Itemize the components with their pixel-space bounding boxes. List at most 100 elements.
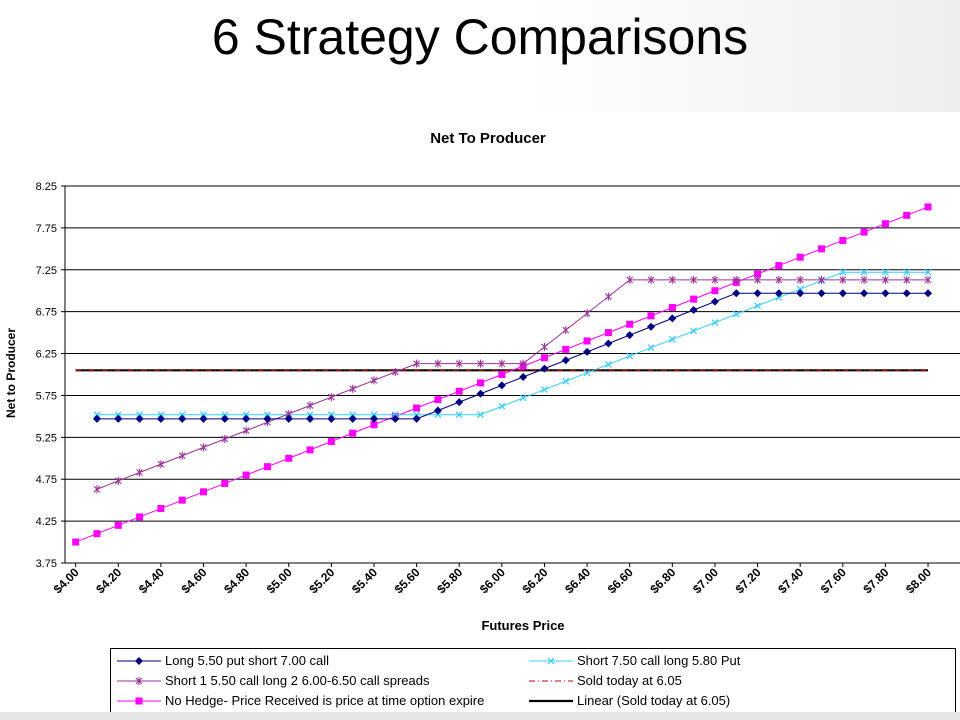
- data-point: [881, 268, 889, 276]
- data-point: [626, 320, 634, 328]
- data-point: [626, 275, 634, 284]
- data-point: [817, 245, 825, 253]
- marker-stroke: [754, 302, 761, 310]
- marker-stroke: [136, 411, 144, 419]
- data-point: [647, 312, 655, 320]
- data-point: [136, 411, 144, 419]
- data-point: [668, 335, 676, 343]
- data-point: [839, 268, 847, 276]
- marker-stroke: [114, 411, 122, 419]
- data-point: [881, 220, 889, 228]
- y-tick-label: 3.75: [36, 558, 57, 570]
- y-tick-label: 8.25: [36, 181, 57, 193]
- marker-stroke: [924, 268, 932, 276]
- data-point: [220, 414, 229, 423]
- data-point: [285, 454, 293, 462]
- y-tick-label: 4.25: [36, 516, 57, 528]
- legend-swatch-marker: [135, 657, 143, 665]
- marker-stroke: [711, 319, 719, 326]
- chart-legend: Long 5.50 put short 7.00 call Short 7.50…: [110, 648, 956, 714]
- marker-stroke: [200, 411, 207, 419]
- data-point: [647, 344, 655, 352]
- marker-stroke: [477, 411, 484, 419]
- data-point: [157, 460, 165, 469]
- series-line-0: [96, 292, 929, 420]
- data-point: [775, 275, 783, 284]
- data-point: [433, 406, 442, 415]
- slide-title: 6 Strategy Comparisons: [211, 9, 749, 65]
- x-tick-label: $4.20: [93, 565, 124, 596]
- data-point: [711, 287, 719, 295]
- marker-stroke: [434, 411, 442, 419]
- marker-stroke: [796, 285, 804, 293]
- legend-swatch: [117, 677, 161, 685]
- data-point: [498, 371, 506, 378]
- data-point: [583, 309, 591, 318]
- data-point: [754, 270, 762, 278]
- data-point: [199, 414, 208, 423]
- data-point: [775, 262, 783, 270]
- x-tick-label: $5.20: [306, 565, 337, 596]
- data-point: [369, 414, 378, 423]
- data-point: [540, 364, 549, 373]
- data-point: [690, 295, 698, 303]
- data-point: [391, 411, 399, 419]
- marker-stroke: [221, 411, 229, 419]
- data-point: [391, 367, 399, 376]
- x-tick-label: $7.00: [690, 565, 721, 596]
- legend-label: No Hedge- Price Received is price at tim…: [165, 693, 485, 708]
- data-point: [477, 359, 484, 368]
- data-point: [136, 468, 143, 477]
- data-point: [476, 389, 485, 398]
- data-point: [519, 394, 527, 402]
- data-point: [753, 289, 762, 298]
- data-point: [754, 275, 761, 284]
- data-point: [839, 275, 847, 284]
- legend-swatch: [529, 657, 573, 665]
- data-point: [242, 414, 251, 423]
- data-point: [710, 297, 719, 306]
- y-tick-label: 6.75: [36, 307, 57, 319]
- data-point: [860, 228, 868, 236]
- data-point: [541, 342, 548, 351]
- data-point: [434, 396, 442, 404]
- marker-stroke: [327, 411, 335, 419]
- data-point: [562, 326, 570, 335]
- data-point: [178, 411, 186, 419]
- x-tick-label: $6.40: [562, 565, 593, 596]
- x-axis-label: Futures Price: [481, 618, 565, 633]
- data-point: [668, 314, 677, 323]
- data-point: [455, 398, 464, 407]
- data-point: [647, 322, 656, 331]
- data-point: [263, 414, 272, 423]
- data-point: [732, 275, 740, 284]
- data-point: [562, 377, 570, 385]
- data-point: [114, 411, 122, 419]
- data-point: [93, 411, 101, 419]
- legend-swatch: [529, 680, 573, 682]
- data-point: [839, 236, 847, 244]
- data-point: [306, 414, 315, 423]
- data-point: [583, 369, 591, 377]
- marker-stroke: [242, 411, 250, 419]
- data-point: [604, 339, 613, 348]
- legend-swatch-marker: [547, 657, 555, 665]
- data-point: [796, 253, 804, 261]
- data-point: [561, 356, 570, 365]
- marker-stroke: [93, 411, 101, 419]
- marker-stroke: [306, 411, 314, 419]
- y-tick-label: 4.75: [36, 474, 57, 486]
- data-point: [92, 414, 101, 423]
- legend-label: Short 7.50 call long 5.80 Put: [577, 653, 741, 668]
- data-point: [284, 414, 293, 423]
- chart-title: Net To Producer: [430, 130, 546, 147]
- data-point: [519, 359, 527, 368]
- x-tick-label: $4.80: [221, 565, 252, 596]
- data-point: [306, 446, 314, 454]
- data-point: [72, 538, 80, 546]
- legend-swatch: [117, 657, 161, 665]
- x-tick-label: $5.80: [434, 565, 465, 596]
- marker-stroke: [541, 386, 548, 394]
- marker-stroke: [562, 377, 570, 385]
- legend-label: Linear (Sold today at 6.05): [577, 693, 731, 708]
